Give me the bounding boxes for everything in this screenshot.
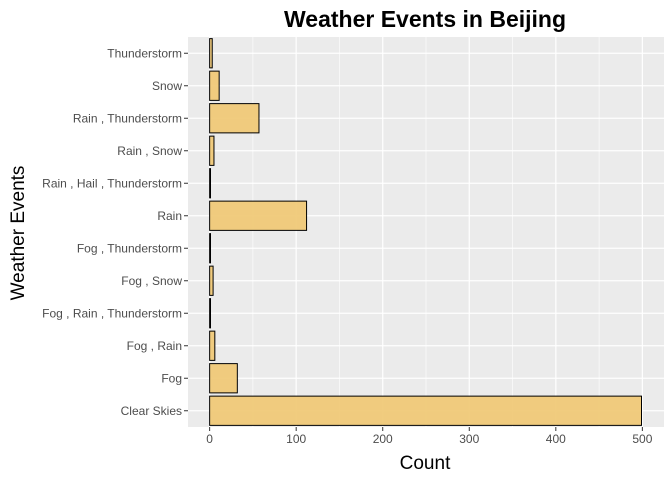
bar [209, 168, 212, 199]
bar [209, 103, 260, 134]
bar [209, 330, 216, 361]
x-tick-label: 200 [373, 432, 393, 446]
bars-group [209, 38, 642, 426]
bar [209, 298, 212, 329]
y-tick-label: Fog , Rain , Thunderstorm [42, 306, 182, 320]
x-axis-title: Count [400, 453, 451, 474]
bar [209, 395, 642, 426]
x-tick-label: 300 [459, 432, 479, 446]
y-tick-label: Fog [161, 371, 182, 385]
bar [209, 70, 220, 101]
bar [209, 233, 212, 264]
minor-gridlines [252, 37, 600, 427]
bar [209, 135, 215, 166]
y-tick-label: Fog , Snow [121, 274, 182, 288]
y-axis-ticks: Clear Skies Fog Fog , Rain Fog , Rain , Thu… [42, 46, 188, 418]
y-tick-label: Fog , Thunderstorm [77, 241, 182, 255]
x-tick-label: 400 [546, 432, 566, 446]
y-tick-label: Rain , Thunderstorm [73, 111, 182, 125]
y-tick-label: Rain , Snow [117, 144, 182, 158]
bar [209, 200, 308, 231]
y-tick-label: Clear Skies [121, 404, 182, 418]
chart-title: Weather Events in Beijing [284, 6, 566, 32]
x-axis-ticks: 0 100 200 300 400 500 [206, 427, 653, 446]
x-tick-label: 0 [206, 432, 213, 446]
bar [209, 38, 213, 69]
bar [209, 265, 214, 296]
x-tick-label: 100 [286, 432, 306, 446]
y-axis-title: Weather Events [8, 166, 29, 301]
y-tick-label: Thunderstorm [107, 46, 182, 60]
bar [209, 363, 238, 394]
y-tick-label: Rain , Hail , Thunderstorm [42, 176, 182, 190]
y-tick-label: Rain [157, 209, 182, 223]
x-tick-label: 500 [632, 432, 652, 446]
y-tick-label: Fog , Rain [127, 339, 182, 353]
y-tick-label: Snow [152, 79, 182, 93]
